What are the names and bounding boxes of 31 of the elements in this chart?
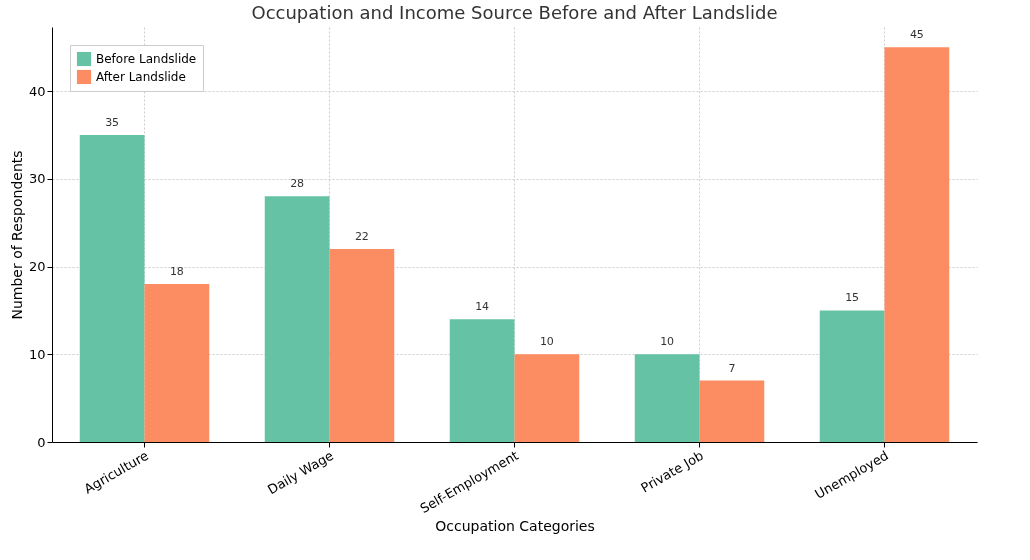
data-label: 18 [169, 265, 184, 279]
data-label: 10 [539, 335, 554, 349]
y-tick-label: 10 [28, 346, 46, 362]
data-label: 10 [660, 335, 675, 349]
bar [79, 134, 145, 442]
x-tick-label: Daily Wage [265, 447, 336, 498]
y-tick-label: 30 [28, 171, 46, 187]
data-label: 22 [354, 229, 369, 243]
bar [634, 354, 700, 442]
data-label: 14 [475, 300, 490, 314]
data-label: 7 [728, 361, 736, 375]
bar [329, 248, 395, 442]
y-tick-label: 20 [28, 259, 46, 275]
bar [884, 47, 950, 442]
data-label: 28 [290, 177, 305, 191]
bar [264, 196, 330, 442]
y-tick-label: 40 [28, 83, 46, 99]
bar [449, 319, 515, 442]
legend-label: After Landslide [96, 70, 186, 84]
data-label: 35 [105, 115, 120, 129]
y-tick-label: 0 [37, 434, 46, 450]
bar [144, 284, 210, 442]
data-label: 15 [845, 291, 860, 305]
bar [819, 310, 885, 442]
legend-label: Before Landslide [96, 52, 197, 66]
y-axis-title: Number of Respondents [8, 150, 25, 320]
chart-title: Occupation and Income Source Before and After Landslide [251, 2, 778, 23]
x-axis-title: Occupation Categories [435, 518, 595, 535]
bar [699, 380, 765, 442]
data-label: 45 [909, 28, 924, 42]
bar [514, 354, 580, 442]
